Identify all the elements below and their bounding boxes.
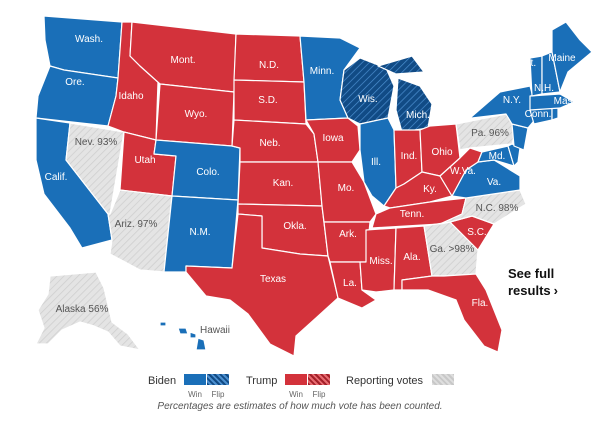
label-nj: N.J. (532, 138, 550, 149)
state-tx[interactable] (185, 213, 339, 357)
footnote: Percentages are estimates of how much vo… (157, 401, 443, 412)
legend: Biden Win Flip Trump Win Flip Reporting … (0, 372, 600, 406)
label-ks: Kan. (273, 178, 294, 189)
label-nd: N.D. (259, 60, 279, 71)
label-tx: Texas (260, 274, 286, 285)
label-sc: S.C. (467, 227, 486, 238)
label-nm: N.M. (189, 227, 210, 238)
label-ky: Ky. (423, 184, 437, 195)
label-ga: Ga. >98% (430, 244, 475, 255)
legend-biden-win-swatch (184, 374, 206, 385)
label-ri: R.I. (554, 120, 570, 131)
state-ny[interactable] (469, 85, 539, 129)
state-me[interactable] (551, 21, 593, 93)
label-ca: Calif. (45, 172, 68, 183)
label-ar: Ark. (339, 229, 357, 240)
state-ar[interactable] (323, 221, 371, 263)
label-al: Ala. (403, 252, 420, 263)
label-il: Ill. (371, 157, 381, 168)
label-de: Del. (528, 155, 546, 166)
state-ma[interactable] (529, 93, 575, 111)
label-me: Maine (548, 53, 576, 64)
state-ak[interactable] (35, 271, 141, 351)
legend-trump-win-label: Win (289, 390, 303, 399)
label-wi: Wis. (358, 94, 377, 105)
label-in: Ind. (401, 151, 418, 162)
label-ut: Utah (134, 155, 155, 166)
state-nc[interactable] (439, 189, 527, 225)
state-az[interactable] (107, 189, 173, 273)
legend-trump-flip-swatch (308, 374, 330, 385)
label-nc: N.C. 98% (476, 203, 519, 214)
legend-trump-win-swatch (285, 374, 307, 385)
label-wa: Wash. (75, 34, 103, 45)
label-vt: Vt. (524, 58, 536, 69)
state-hi[interactable] (159, 321, 207, 351)
label-tn: Tenn. (400, 209, 424, 220)
label-id: Idaho (118, 91, 143, 102)
label-ok: Okla. (283, 221, 306, 232)
legend-reporting-swatch (432, 374, 454, 385)
legend-trump-label: Trump (246, 375, 278, 387)
label-or: Ore. (65, 77, 84, 88)
label-ia: Iowa (322, 133, 344, 144)
legend-biden-win-label: Win (188, 390, 202, 399)
label-la: La. (343, 278, 357, 289)
label-co: Colo. (196, 167, 219, 178)
label-oh: Ohio (431, 147, 453, 158)
label-md: Md. (489, 151, 506, 162)
label-wv: W.Va. (450, 166, 476, 177)
label-pa: Pa. 96% (471, 128, 509, 139)
label-wy: Wyo. (185, 109, 208, 120)
label-az: Ariz. 97% (115, 219, 158, 230)
label-mo: Mo. (338, 183, 355, 194)
label-nh: N.H. (534, 83, 554, 94)
label-ma: Mass. (554, 96, 581, 107)
legend-biden-label: Biden (148, 375, 177, 387)
label-ct: Conn. (525, 109, 552, 120)
label-mt: Mont. (170, 55, 195, 66)
label-hi: Hawaii (200, 325, 230, 336)
legend-reporting-label: Reporting votes (346, 375, 424, 387)
label-nv: Nev. 93% (75, 137, 118, 148)
chevron-right-icon: › (553, 283, 558, 298)
see-full-results-link[interactable]: See full results › (508, 265, 558, 299)
state-mo[interactable] (317, 161, 377, 223)
state-fl[interactable] (401, 273, 503, 353)
label-mn: Minn. (310, 66, 334, 77)
state-md[interactable] (477, 145, 515, 167)
label-ak: Alaska 56% (56, 304, 109, 315)
label-mi: Mich. (406, 110, 430, 121)
legend-biden-flip-label: Flip (211, 390, 225, 399)
label-va: Va. (487, 177, 501, 188)
label-sd: S.D. (258, 95, 277, 106)
state-nd[interactable] (233, 33, 305, 83)
label-ny: N.Y. (503, 95, 521, 106)
label-ms: Miss. (369, 256, 392, 267)
label-ne: Neb. (259, 138, 280, 149)
label-fl: Fla. (472, 298, 489, 309)
state-ri[interactable] (551, 107, 559, 121)
legend-biden-flip-swatch (207, 374, 229, 385)
legend-trump-flip-label: Flip (312, 390, 326, 399)
see-full-text: See full (508, 266, 555, 281)
results-text: results (508, 283, 551, 298)
state-hi-group (159, 321, 207, 351)
